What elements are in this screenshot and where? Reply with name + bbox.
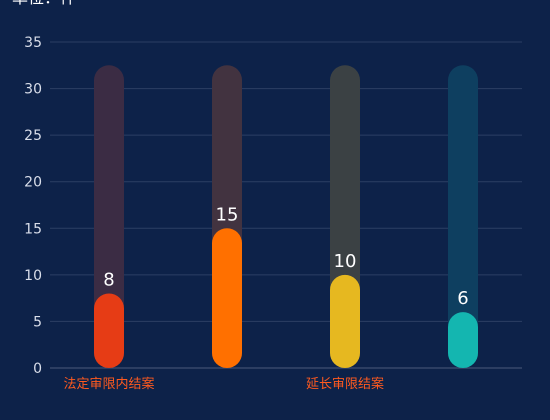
value-label: 15 <box>216 204 239 225</box>
y-tick-label: 35 <box>24 35 42 51</box>
y-tick-label: 0 <box>33 361 42 377</box>
y-tick-label: 10 <box>24 268 42 284</box>
unit-label: 单位：件 <box>12 0 76 8</box>
category-label: 延长审限结案 <box>306 377 384 392</box>
y-tick-label: 5 <box>33 314 42 330</box>
value-label: 10 <box>334 251 357 272</box>
bar <box>212 228 242 368</box>
value-label: 8 <box>103 269 114 290</box>
bar <box>94 293 124 368</box>
bar <box>448 312 478 368</box>
category-label: 法定审限内结案 <box>63 376 154 392</box>
y-tick-label: 25 <box>24 128 42 144</box>
bar-track <box>448 65 478 369</box>
y-tick-label: 30 <box>24 82 42 98</box>
y-tick-label: 15 <box>24 221 42 237</box>
y-tick-label: 20 <box>24 175 42 191</box>
bar-track <box>94 65 124 369</box>
bar <box>330 274 360 368</box>
value-label: 6 <box>457 288 468 309</box>
